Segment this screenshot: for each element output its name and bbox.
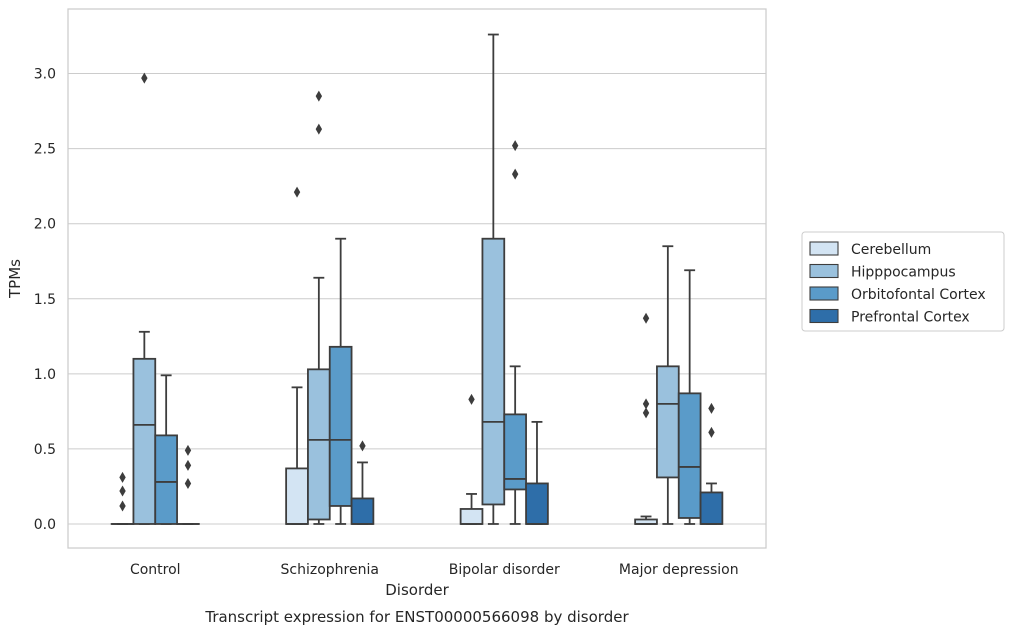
box-0-3 bbox=[176, 444, 200, 525]
box-body bbox=[656, 365, 680, 479]
outlier-point bbox=[359, 440, 366, 452]
box-0-0 bbox=[110, 471, 135, 525]
y-tick-label: 1.0 bbox=[34, 367, 56, 383]
grid-lines bbox=[68, 73, 766, 525]
box-body bbox=[459, 508, 484, 525]
y-axis-ticks: 0.0 0.5 1.0 1.5 2.0 2.5 3.0 bbox=[34, 67, 56, 533]
outlier-point bbox=[119, 485, 126, 497]
x-axis-label: Disorder bbox=[385, 581, 449, 599]
box-body bbox=[677, 392, 702, 519]
box-3-0 bbox=[634, 312, 658, 525]
outlier-point bbox=[708, 402, 715, 414]
box-0-2 bbox=[154, 374, 178, 525]
legend-label: Prefrontal Cortex bbox=[851, 310, 970, 326]
x-tick-label: Schizophrenia bbox=[281, 562, 379, 578]
outlier-point bbox=[141, 72, 148, 84]
outlier-point bbox=[315, 123, 323, 135]
legend-swatch bbox=[809, 286, 839, 301]
x-tick-label: Bipolar disorder bbox=[449, 562, 560, 578]
chart-title: Transcript expression for ENST0000056609… bbox=[204, 608, 629, 626]
plot-frame bbox=[67, 8, 767, 549]
y-tick-label: 0.0 bbox=[34, 517, 56, 533]
outlier-point bbox=[293, 186, 301, 198]
box-body bbox=[132, 357, 157, 525]
outlier-point bbox=[184, 477, 192, 489]
box-body bbox=[699, 491, 724, 525]
outlier-point bbox=[511, 168, 519, 180]
box-1-3 bbox=[350, 440, 375, 525]
y-tick-label: 3.0 bbox=[34, 67, 56, 83]
box-1-0 bbox=[285, 186, 309, 525]
legend-label: Hipppocampus bbox=[851, 265, 956, 281]
box-2-1 bbox=[481, 33, 506, 525]
y-tick-label: 1.5 bbox=[34, 292, 56, 308]
box-2-0 bbox=[459, 393, 484, 525]
outlier-point bbox=[642, 312, 650, 324]
box-body bbox=[481, 237, 506, 506]
plot-area bbox=[110, 33, 724, 525]
outlier-point bbox=[642, 398, 650, 410]
legend-swatch bbox=[809, 308, 839, 324]
y-tick-label: 2.0 bbox=[34, 217, 56, 233]
outlier-point bbox=[184, 459, 192, 471]
x-tick-label: Major depression bbox=[619, 562, 739, 578]
legend-swatch bbox=[809, 241, 839, 256]
box-body bbox=[525, 482, 549, 525]
box-3-2 bbox=[677, 269, 702, 525]
x-axis-ticks: Control Schizophrenia Bipolar disorder Majo… bbox=[130, 562, 739, 578]
outlier-point bbox=[184, 444, 192, 456]
outlier-point bbox=[315, 90, 323, 102]
outlier-point bbox=[119, 500, 126, 512]
legend-frame bbox=[801, 231, 1005, 332]
box-3-3 bbox=[699, 402, 724, 525]
box-2-3 bbox=[525, 420, 549, 525]
box-2-2 bbox=[503, 140, 527, 525]
outlier-point bbox=[708, 426, 715, 438]
outlier-point bbox=[468, 393, 475, 405]
outlier-point bbox=[511, 140, 519, 152]
x-tick-label: Control bbox=[130, 562, 181, 578]
y-axis-label: TPMs bbox=[6, 259, 24, 299]
box-1-2 bbox=[328, 237, 353, 525]
box-body bbox=[307, 368, 331, 521]
legend: Cerebellum Hipppocampus Orbitofontal Corte… bbox=[801, 231, 1005, 332]
legend-label: Cerebellum bbox=[851, 242, 931, 258]
box-body bbox=[154, 434, 178, 525]
box-3-1 bbox=[656, 245, 680, 525]
box-body bbox=[285, 467, 309, 525]
legend-swatch bbox=[809, 263, 839, 279]
box-body bbox=[503, 413, 527, 491]
legend-label: Orbitofontal Cortex bbox=[851, 287, 986, 303]
y-tick-label: 0.5 bbox=[34, 442, 56, 458]
box-body bbox=[328, 345, 353, 507]
y-tick-label: 2.5 bbox=[34, 142, 56, 158]
box-1-1 bbox=[307, 90, 331, 525]
box-body bbox=[350, 497, 375, 525]
outlier-point bbox=[119, 471, 126, 483]
outlier-point bbox=[642, 407, 650, 419]
